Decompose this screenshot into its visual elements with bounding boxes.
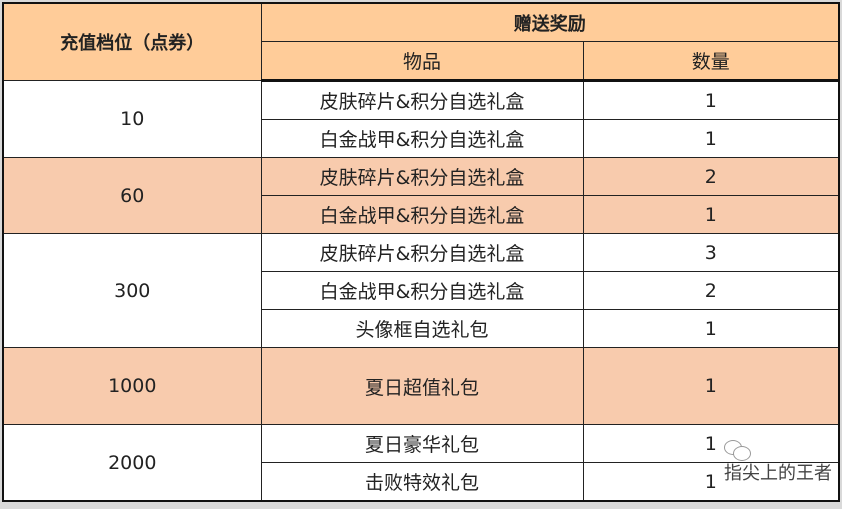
item-cell: 白金战甲&积分自选礼盒	[260, 271, 584, 310]
header-row-2: 物品 数量	[3, 41, 840, 82]
table-row: 10 皮肤碎片&积分自选礼盒 1	[2, 80, 840, 158]
qty-cell: 1	[582, 347, 840, 425]
table-row: 1000 夏日超值礼包 1	[2, 347, 840, 425]
item-cell: 皮肤碎片&积分自选礼盒	[260, 233, 584, 272]
qty-cell: 3	[582, 233, 840, 272]
tier-cell: 1000	[2, 347, 262, 425]
watermark-text: 指尖上的王者	[724, 463, 832, 484]
table-row: 头像框自选礼包 1	[3, 309, 840, 348]
item-cell: 夏日超值礼包	[260, 347, 584, 425]
item-cell: 白金战甲&积分自选礼盒	[260, 195, 584, 234]
qty-cell: 1	[582, 119, 840, 158]
qty-cell: 2	[582, 271, 840, 310]
table-row: 白金战甲&积分自选礼盒 1	[3, 119, 840, 158]
header-tier: 充值档位（点券）	[2, 2, 262, 81]
qty-cell: 2	[582, 157, 840, 196]
wechat-icon	[724, 440, 752, 461]
table-row: 击败特效礼包 1	[3, 462, 840, 502]
qty-cell: 1	[582, 80, 840, 120]
qty-cell: 1	[582, 309, 840, 348]
watermark: 指尖上的王者	[724, 440, 832, 485]
item-cell: 击败特效礼包	[260, 462, 584, 502]
reward-table: 充值档位（点券） 赠送奖励 物品 数量 10 皮肤碎片&积分自选礼盒 1 白金战甲&积…	[2, 2, 840, 502]
table-row: 60 皮肤碎片&积分自选礼盒 2	[2, 157, 840, 234]
item-cell: 皮肤碎片&积分自选礼盒	[260, 157, 584, 196]
qty-cell: 1	[582, 424, 840, 463]
tier-cell: 300	[2, 233, 262, 348]
item-cell: 夏日豪华礼包	[260, 424, 584, 463]
tier-cell: 2000	[2, 424, 262, 502]
tier-cell: 10	[2, 80, 262, 158]
item-cell: 皮肤碎片&积分自选礼盒	[260, 80, 584, 120]
item-cell: 白金战甲&积分自选礼盒	[260, 119, 584, 158]
item-cell: 头像框自选礼包	[260, 309, 584, 348]
table-row: 300 皮肤碎片&积分自选礼盒 3	[2, 233, 840, 348]
tier-cell: 60	[2, 157, 262, 234]
qty-cell: 1	[582, 195, 840, 234]
header-reward: 赠送奖励	[260, 2, 840, 42]
table-row: 白金战甲&积分自选礼盒 2	[3, 271, 840, 310]
table-row: 2000 夏日豪华礼包 1	[2, 424, 840, 502]
header-item: 物品	[260, 41, 584, 82]
header-row-1: 充值档位（点券） 赠送奖励	[2, 2, 840, 81]
qty-cell: 1	[582, 462, 840, 502]
header-qty: 数量	[582, 41, 840, 82]
